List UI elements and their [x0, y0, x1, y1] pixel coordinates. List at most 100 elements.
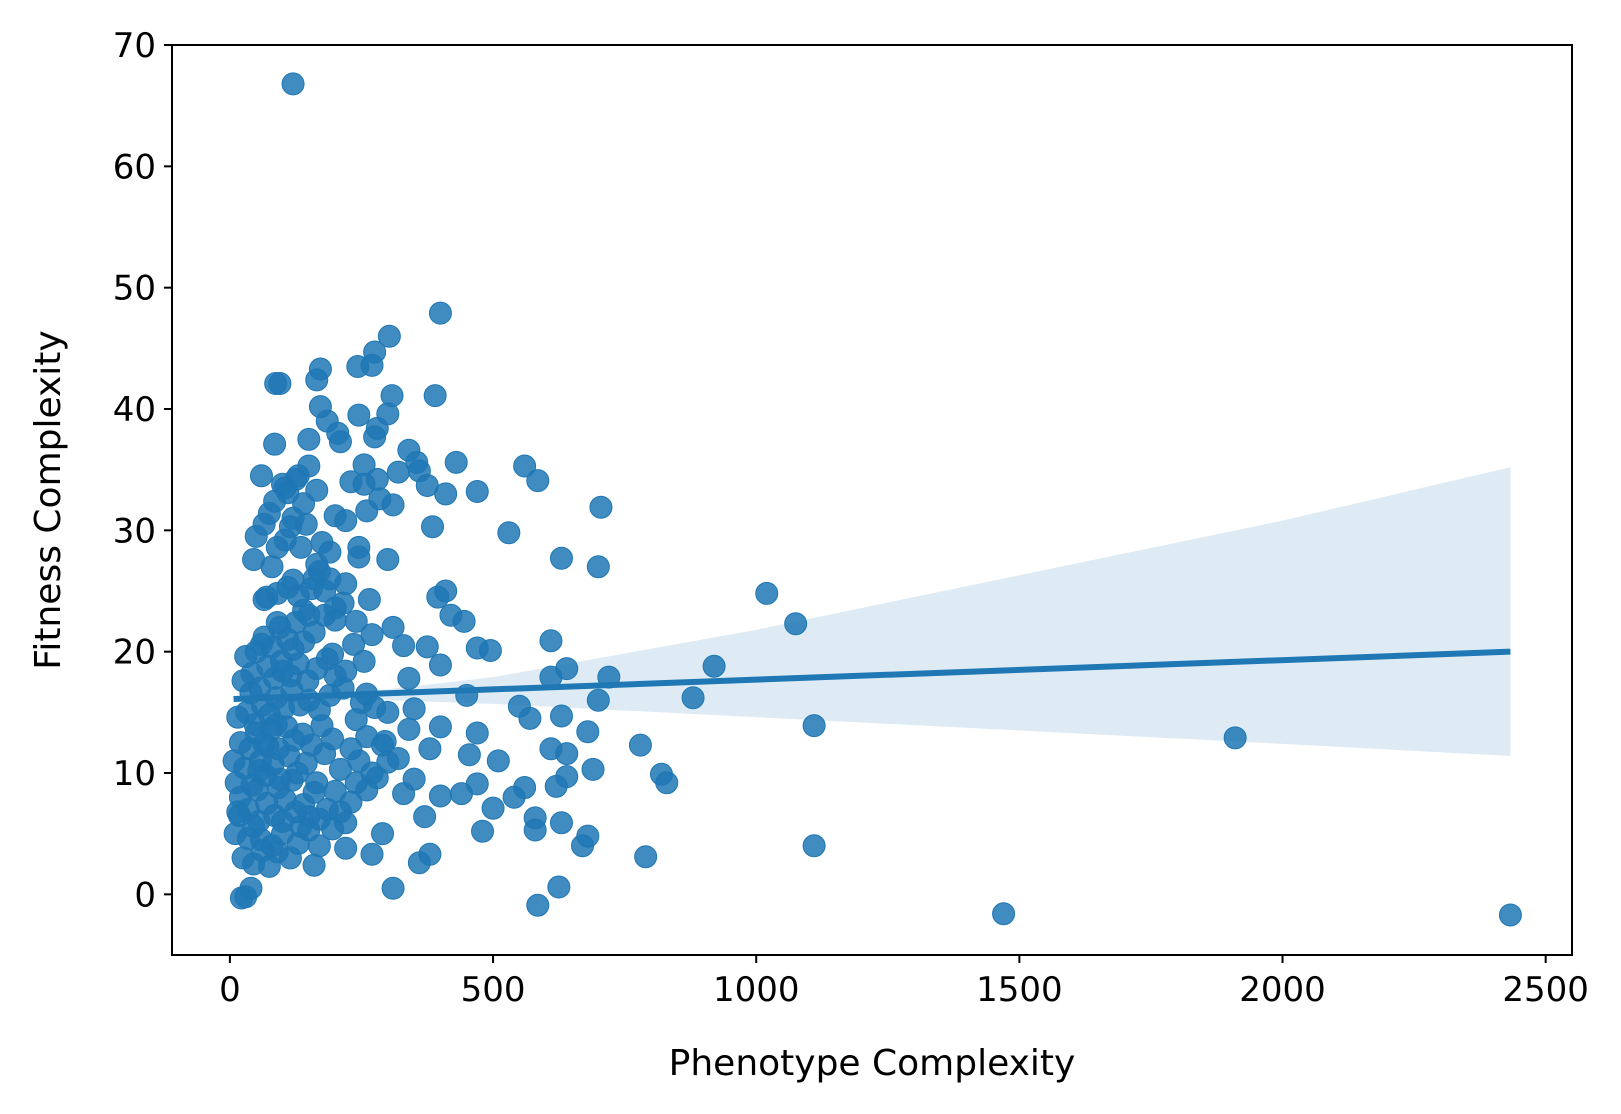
scatter-point — [347, 545, 371, 569]
scatter-point — [260, 555, 284, 579]
y-axis-ticks: 0 10 20 30 40 50 60 70 — [113, 26, 172, 915]
y-tick-label: 20 — [113, 633, 156, 673]
scatter-point — [373, 729, 397, 753]
scatter-point — [239, 876, 263, 900]
scatter-point — [249, 464, 273, 488]
scatter-point — [555, 742, 579, 766]
scatter-point — [428, 301, 452, 325]
scatter-point — [702, 654, 726, 678]
scatter-point — [478, 638, 502, 662]
scatter-point — [415, 635, 439, 659]
scatter-point — [281, 72, 305, 96]
plot-area — [222, 72, 1522, 927]
scatter-point — [310, 530, 334, 554]
scatter-point — [363, 695, 387, 719]
scatter-point — [357, 587, 381, 611]
scatter-point — [321, 642, 345, 666]
y-tick-label: 0 — [134, 875, 156, 915]
scatter-point — [281, 637, 305, 661]
scatter-point — [421, 515, 445, 539]
scatter-point — [260, 834, 284, 858]
scatter-point — [802, 714, 826, 738]
scatter-point — [539, 629, 563, 653]
scatter-point — [402, 697, 426, 721]
regression-line — [233, 648, 1511, 702]
y-tick-label: 60 — [113, 147, 156, 187]
scatter-point — [344, 771, 368, 795]
scatter-point — [363, 425, 387, 449]
y-tick-label: 50 — [113, 269, 156, 309]
scatter-point — [355, 499, 379, 523]
scatter-point — [264, 712, 288, 736]
scatter-point — [547, 875, 571, 899]
scatter-point — [381, 615, 405, 639]
scatter-point — [297, 427, 321, 451]
scatter-point — [481, 796, 505, 820]
scatter-point — [263, 489, 287, 513]
scatter-point — [292, 492, 316, 516]
scatter-point — [628, 733, 652, 757]
scatter-point — [397, 717, 421, 741]
scatter-point — [339, 470, 363, 494]
scatter-point — [334, 836, 358, 860]
scatter-point — [497, 521, 521, 545]
scatter-point — [386, 460, 410, 484]
scatter-point — [1498, 903, 1522, 927]
scatter-point — [299, 733, 323, 757]
x-tick-label: 1500 — [976, 970, 1063, 1010]
scatter-point — [428, 784, 452, 808]
scatter-point — [328, 800, 352, 824]
scatter-point — [307, 834, 331, 858]
scatter-point — [802, 834, 826, 858]
scatter-point — [305, 368, 329, 392]
scatter-point — [576, 720, 600, 744]
scatter-point — [784, 612, 808, 636]
scatter-point — [334, 509, 358, 533]
scatter-point — [526, 469, 550, 493]
scatter-point — [352, 649, 376, 673]
scatter-point — [360, 842, 384, 866]
scatter-point — [449, 782, 473, 806]
scatter-point — [589, 495, 613, 519]
scatter-point — [347, 403, 371, 427]
y-tick-label: 70 — [113, 26, 156, 66]
scatter-point — [328, 430, 352, 454]
scatter-point — [302, 567, 326, 591]
scatter-point — [457, 743, 481, 767]
x-tick-label: 0 — [219, 970, 241, 1010]
scatter-point — [289, 535, 313, 559]
scatter-point — [292, 598, 316, 622]
scatter-point — [302, 853, 326, 877]
y-axis-label: Fitness Complexity — [28, 330, 69, 669]
x-tick-label: 2000 — [1239, 970, 1326, 1010]
scatter-point — [242, 814, 266, 838]
scatter-point — [586, 555, 610, 579]
scatter-point — [471, 819, 495, 843]
scatter-point — [392, 782, 416, 806]
scatter-point — [280, 768, 304, 792]
scatter-point — [342, 632, 366, 656]
scatter-point — [245, 778, 269, 802]
scatter-point — [581, 757, 605, 781]
scatter-point — [263, 432, 287, 456]
scatter-point — [413, 805, 437, 829]
scatter-point — [305, 771, 329, 795]
scatter-point — [381, 876, 405, 900]
scatter-point — [634, 845, 658, 869]
scatter-point — [549, 546, 573, 570]
scatter-point — [544, 774, 568, 798]
scatter-point — [302, 620, 326, 644]
scatter-point — [321, 727, 345, 751]
y-tick-label: 10 — [113, 754, 156, 794]
scatter-point — [486, 749, 510, 773]
x-tick-label: 2500 — [1502, 970, 1589, 1010]
scatter-point — [428, 653, 452, 677]
confidence-band — [233, 467, 1511, 757]
scatter-point — [371, 822, 395, 846]
scatter-point — [655, 771, 679, 795]
y-tick-label: 30 — [113, 511, 156, 551]
scatter-point — [344, 708, 368, 732]
scatter-point — [526, 893, 550, 917]
scatter-point — [571, 834, 595, 858]
